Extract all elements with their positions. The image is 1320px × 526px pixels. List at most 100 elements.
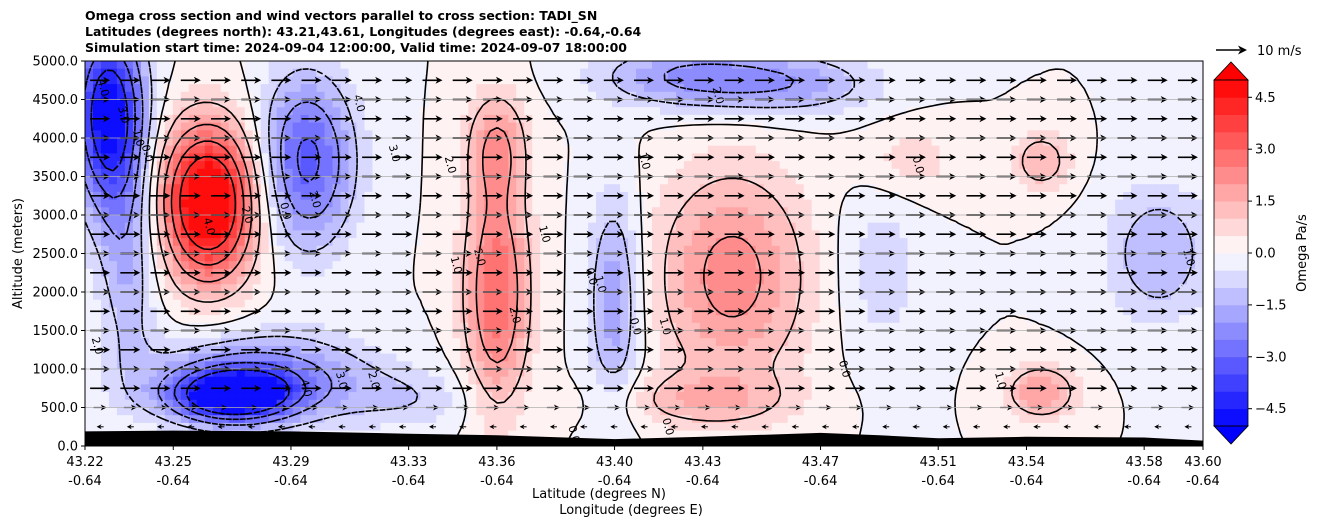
field-cell (739, 168, 749, 178)
field-cell (564, 230, 573, 239)
field-cell (675, 130, 685, 139)
field-cell (875, 338, 885, 347)
field-cell (755, 184, 765, 193)
field-cell (292, 145, 302, 154)
field-cell (140, 76, 150, 85)
field-cell (220, 161, 230, 170)
field-cell (492, 99, 501, 108)
field-cell (859, 245, 869, 255)
field-cell (92, 130, 102, 139)
field-cell (739, 153, 749, 162)
field-cell (284, 207, 294, 216)
field-cell (228, 292, 238, 301)
field-cell (92, 330, 102, 339)
field-cell (548, 207, 557, 216)
field-cell (859, 299, 869, 308)
field-cell (196, 84, 206, 93)
field-cell (292, 176, 302, 185)
field-cell (516, 68, 525, 77)
field-cell (516, 315, 525, 324)
field-cell (412, 322, 421, 332)
field-cell (124, 399, 134, 409)
field-cell (620, 261, 629, 270)
field-cell (492, 369, 501, 378)
field-cell (747, 330, 757, 339)
field-cell (124, 176, 134, 185)
field-cell (212, 422, 222, 432)
field-cell (420, 138, 429, 147)
field-cell (428, 184, 437, 193)
field-cell (779, 407, 789, 416)
field-cell (468, 168, 477, 178)
field-cell (364, 130, 374, 139)
field-cell (156, 215, 166, 224)
field-cell (332, 130, 342, 139)
field-cell (228, 345, 238, 355)
field-cell (763, 168, 773, 178)
field-cell (572, 168, 581, 178)
field-cell (452, 199, 461, 208)
field-cell (651, 345, 661, 355)
field-cell (108, 99, 118, 108)
field-cell (771, 238, 781, 247)
field-cell (284, 130, 294, 139)
field-cell (644, 130, 653, 139)
field-cell (476, 122, 485, 131)
field-cell (132, 222, 142, 231)
field-cell (180, 376, 190, 385)
field-cell (332, 122, 342, 131)
field-cell (180, 199, 190, 208)
field-cell (651, 130, 661, 139)
field-cell (108, 353, 118, 362)
field-cell (348, 176, 358, 185)
field-cell (444, 422, 453, 432)
field-cell (500, 392, 509, 401)
field-cell (308, 369, 318, 378)
field-cell (556, 284, 565, 293)
field-cell (644, 276, 653, 285)
field-cell (156, 168, 166, 178)
field-cell (819, 245, 829, 255)
field-cell (332, 407, 342, 416)
field-cell (252, 276, 262, 285)
field-cell (324, 215, 334, 224)
field-cell (731, 407, 741, 416)
field-cell (124, 284, 134, 293)
field-cell (236, 299, 246, 308)
field-cell (260, 422, 270, 432)
field-cell (516, 61, 525, 70)
field-cell (188, 299, 198, 308)
field-cell (420, 199, 429, 208)
field-cell (260, 369, 270, 378)
field-cell (651, 276, 661, 285)
field-cell (508, 330, 517, 339)
field-cell (699, 168, 709, 178)
field-cell (604, 422, 613, 432)
field-cell (396, 338, 406, 347)
field-cell (420, 415, 429, 424)
field-cell (572, 276, 581, 285)
field-cell (468, 238, 477, 247)
field-cell (604, 284, 613, 293)
field-cell (340, 238, 350, 247)
field-cell (572, 353, 581, 362)
field-cell (444, 61, 453, 70)
field-cell (556, 376, 565, 385)
field-cell (476, 392, 485, 401)
field-cell (180, 184, 190, 193)
field-cell (85, 345, 94, 355)
field-cell (723, 376, 733, 385)
field-cell (276, 176, 286, 185)
field-cell (755, 361, 765, 370)
field-cell (180, 68, 190, 77)
field-cell (380, 315, 390, 324)
field-cell (851, 207, 861, 216)
field-cell (444, 276, 453, 285)
field-cell (356, 345, 366, 355)
field-cell (683, 91, 693, 101)
field-cell (412, 222, 421, 231)
field-cell (779, 199, 789, 208)
field-cell (875, 107, 885, 116)
field-cell (404, 91, 414, 101)
field-cell (755, 415, 765, 424)
